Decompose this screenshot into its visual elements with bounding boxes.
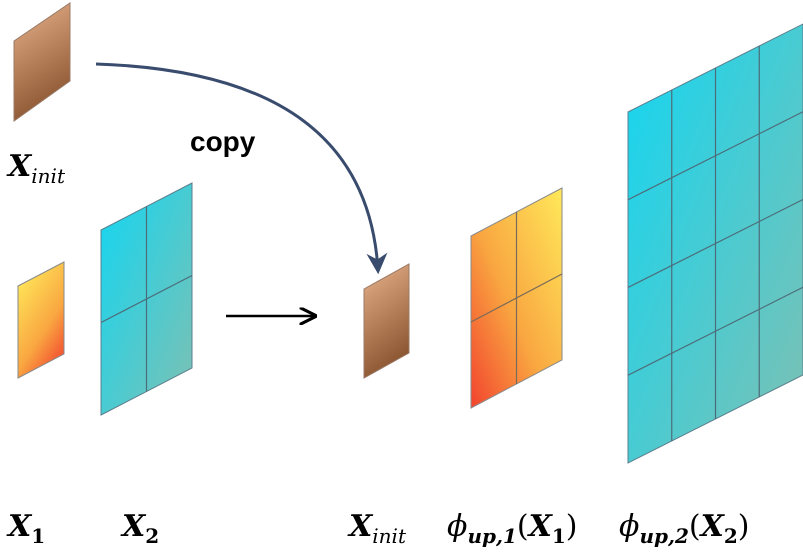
x-init-top-tile	[13, 2, 71, 122]
x-init-top-label: Xinit	[8, 149, 65, 188]
x1-label: X1	[8, 509, 46, 548]
copy-arrow	[95, 62, 388, 275]
x2-grid	[100, 182, 193, 416]
grid-line	[627, 286, 803, 376]
copy-label: copy	[190, 126, 256, 157]
phi-up2-label: ϕup,2(X2)	[619, 509, 750, 548]
x1-tile	[17, 261, 65, 379]
x-init-copy-tile	[363, 263, 410, 379]
x2-label: X2	[122, 509, 160, 548]
grid-line	[627, 198, 803, 289]
phi-up1-grid	[470, 187, 563, 409]
x-init-bottom-label: Xinit	[349, 509, 406, 548]
phi-up2-grid	[627, 23, 803, 464]
phi-up1-label: ϕup,1(X1)	[447, 509, 578, 548]
grid-line	[627, 111, 803, 201]
